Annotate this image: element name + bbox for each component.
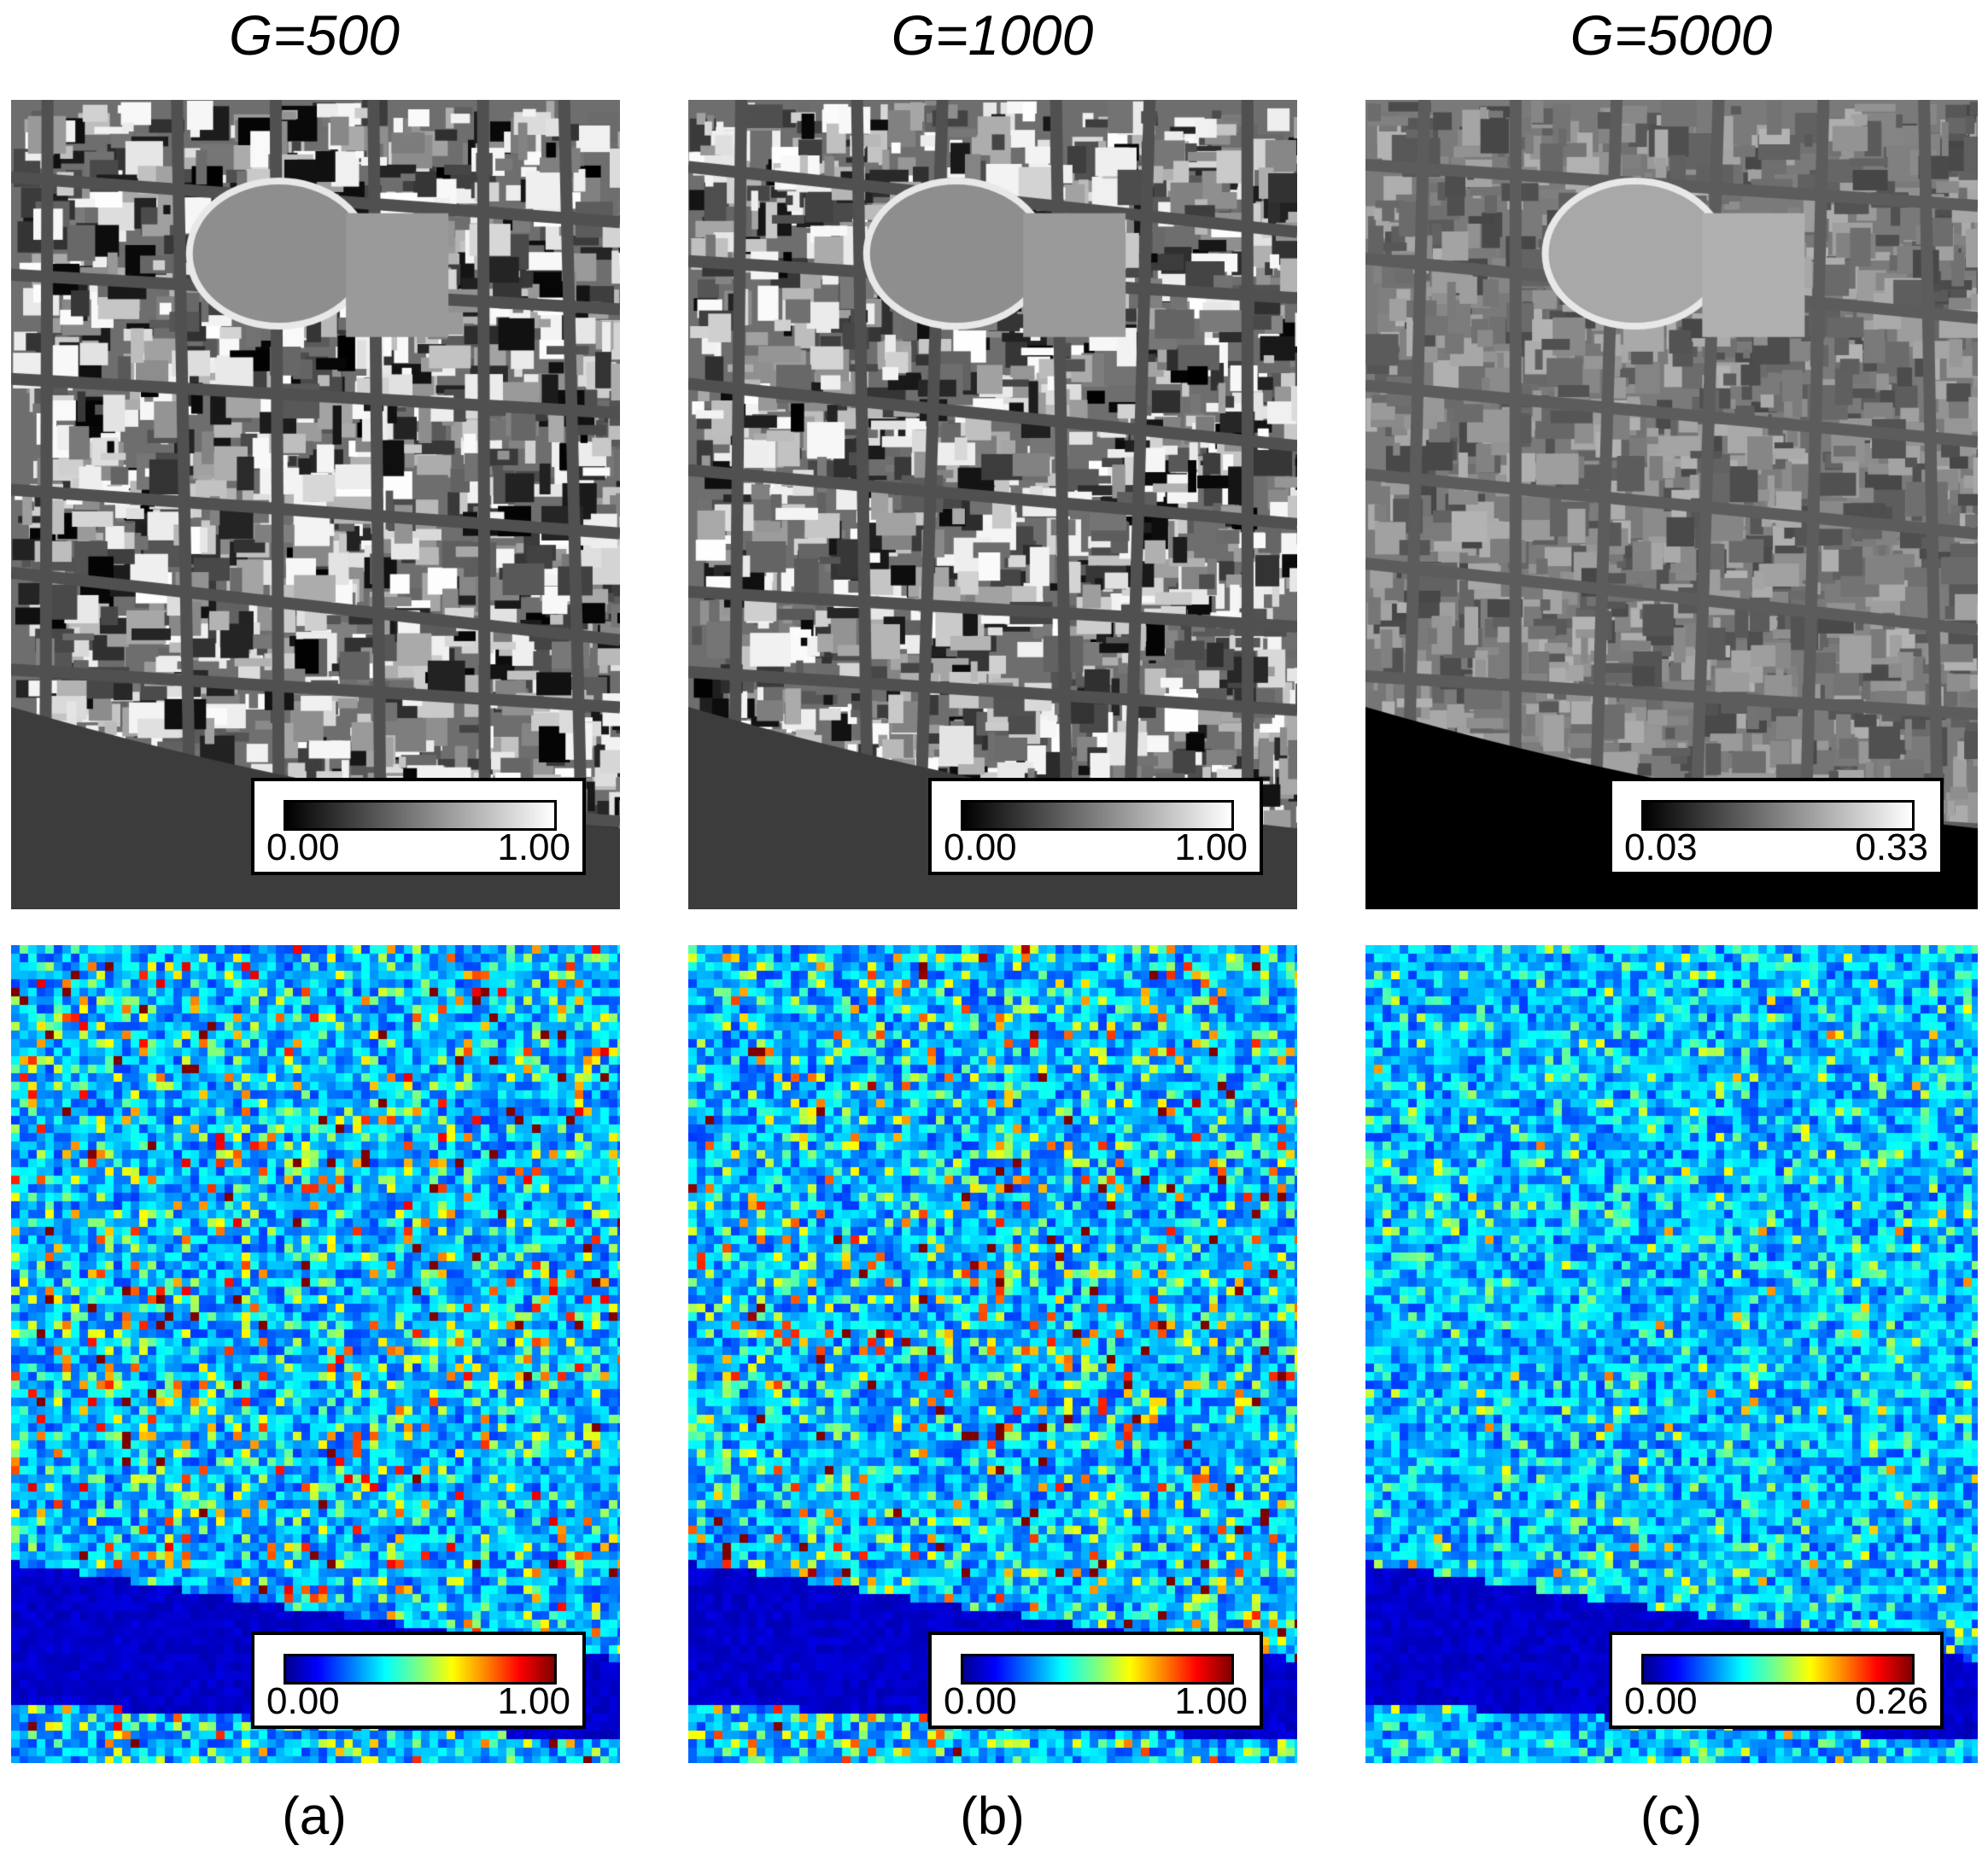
jet-gradient [284,1654,557,1685]
colorbar-max-label: 1.00 [497,1680,570,1722]
jet-colorbar-a: 0.00 1.00 [251,1632,586,1729]
grayscale-colorbar-a: 0.00 1.00 [251,778,586,875]
colorbar-min-label: 0.00 [266,1680,340,1722]
jet-gradient [1641,1654,1915,1685]
subfigure-label-b: (b) [960,1787,1025,1846]
subfigure-label-c: (c) [1640,1787,1703,1846]
subfigure-label-a: (a) [282,1787,347,1846]
colorbar-max-label: 1.00 [497,826,570,868]
colorbar-max-label: 1.00 [1174,826,1248,868]
heatmap-b: 0.00 1.00 [688,945,1297,1763]
grayscale-gradient [284,800,557,831]
segmentation-image-a: 0.00 1.00 [11,100,620,909]
column-title-b: G=1000 [891,3,1094,67]
grayscale-gradient [961,800,1234,831]
colorbar-min-label: 0.00 [944,1680,1017,1722]
column-title-a: G=500 [229,3,400,67]
segmentation-image-b: 0.00 1.00 [688,100,1297,909]
grayscale-colorbar-b: 0.00 1.00 [928,778,1263,875]
segmentation-image-c: 0.03 0.33 [1365,100,1978,909]
column-title-c: G=5000 [1570,3,1773,67]
colorbar-min-label: 0.00 [1624,1680,1698,1722]
colorbar-max-label: 1.00 [1174,1680,1248,1722]
colorbar-min-label: 0.00 [944,826,1017,868]
colorbar-max-label: 0.26 [1855,1680,1928,1722]
colorbar-min-label: 0.00 [266,826,340,868]
grayscale-gradient [1641,800,1915,831]
heatmap-a: 0.00 1.00 [11,945,620,1763]
colorbar-min-label: 0.03 [1624,826,1698,868]
jet-colorbar-c: 0.00 0.26 [1609,1632,1944,1729]
grayscale-colorbar-c: 0.03 0.33 [1609,778,1944,875]
jet-gradient [961,1654,1234,1685]
heatmap-c: 0.00 0.26 [1365,945,1978,1763]
colorbar-max-label: 0.33 [1855,826,1928,868]
jet-colorbar-b: 0.00 1.00 [928,1632,1263,1729]
